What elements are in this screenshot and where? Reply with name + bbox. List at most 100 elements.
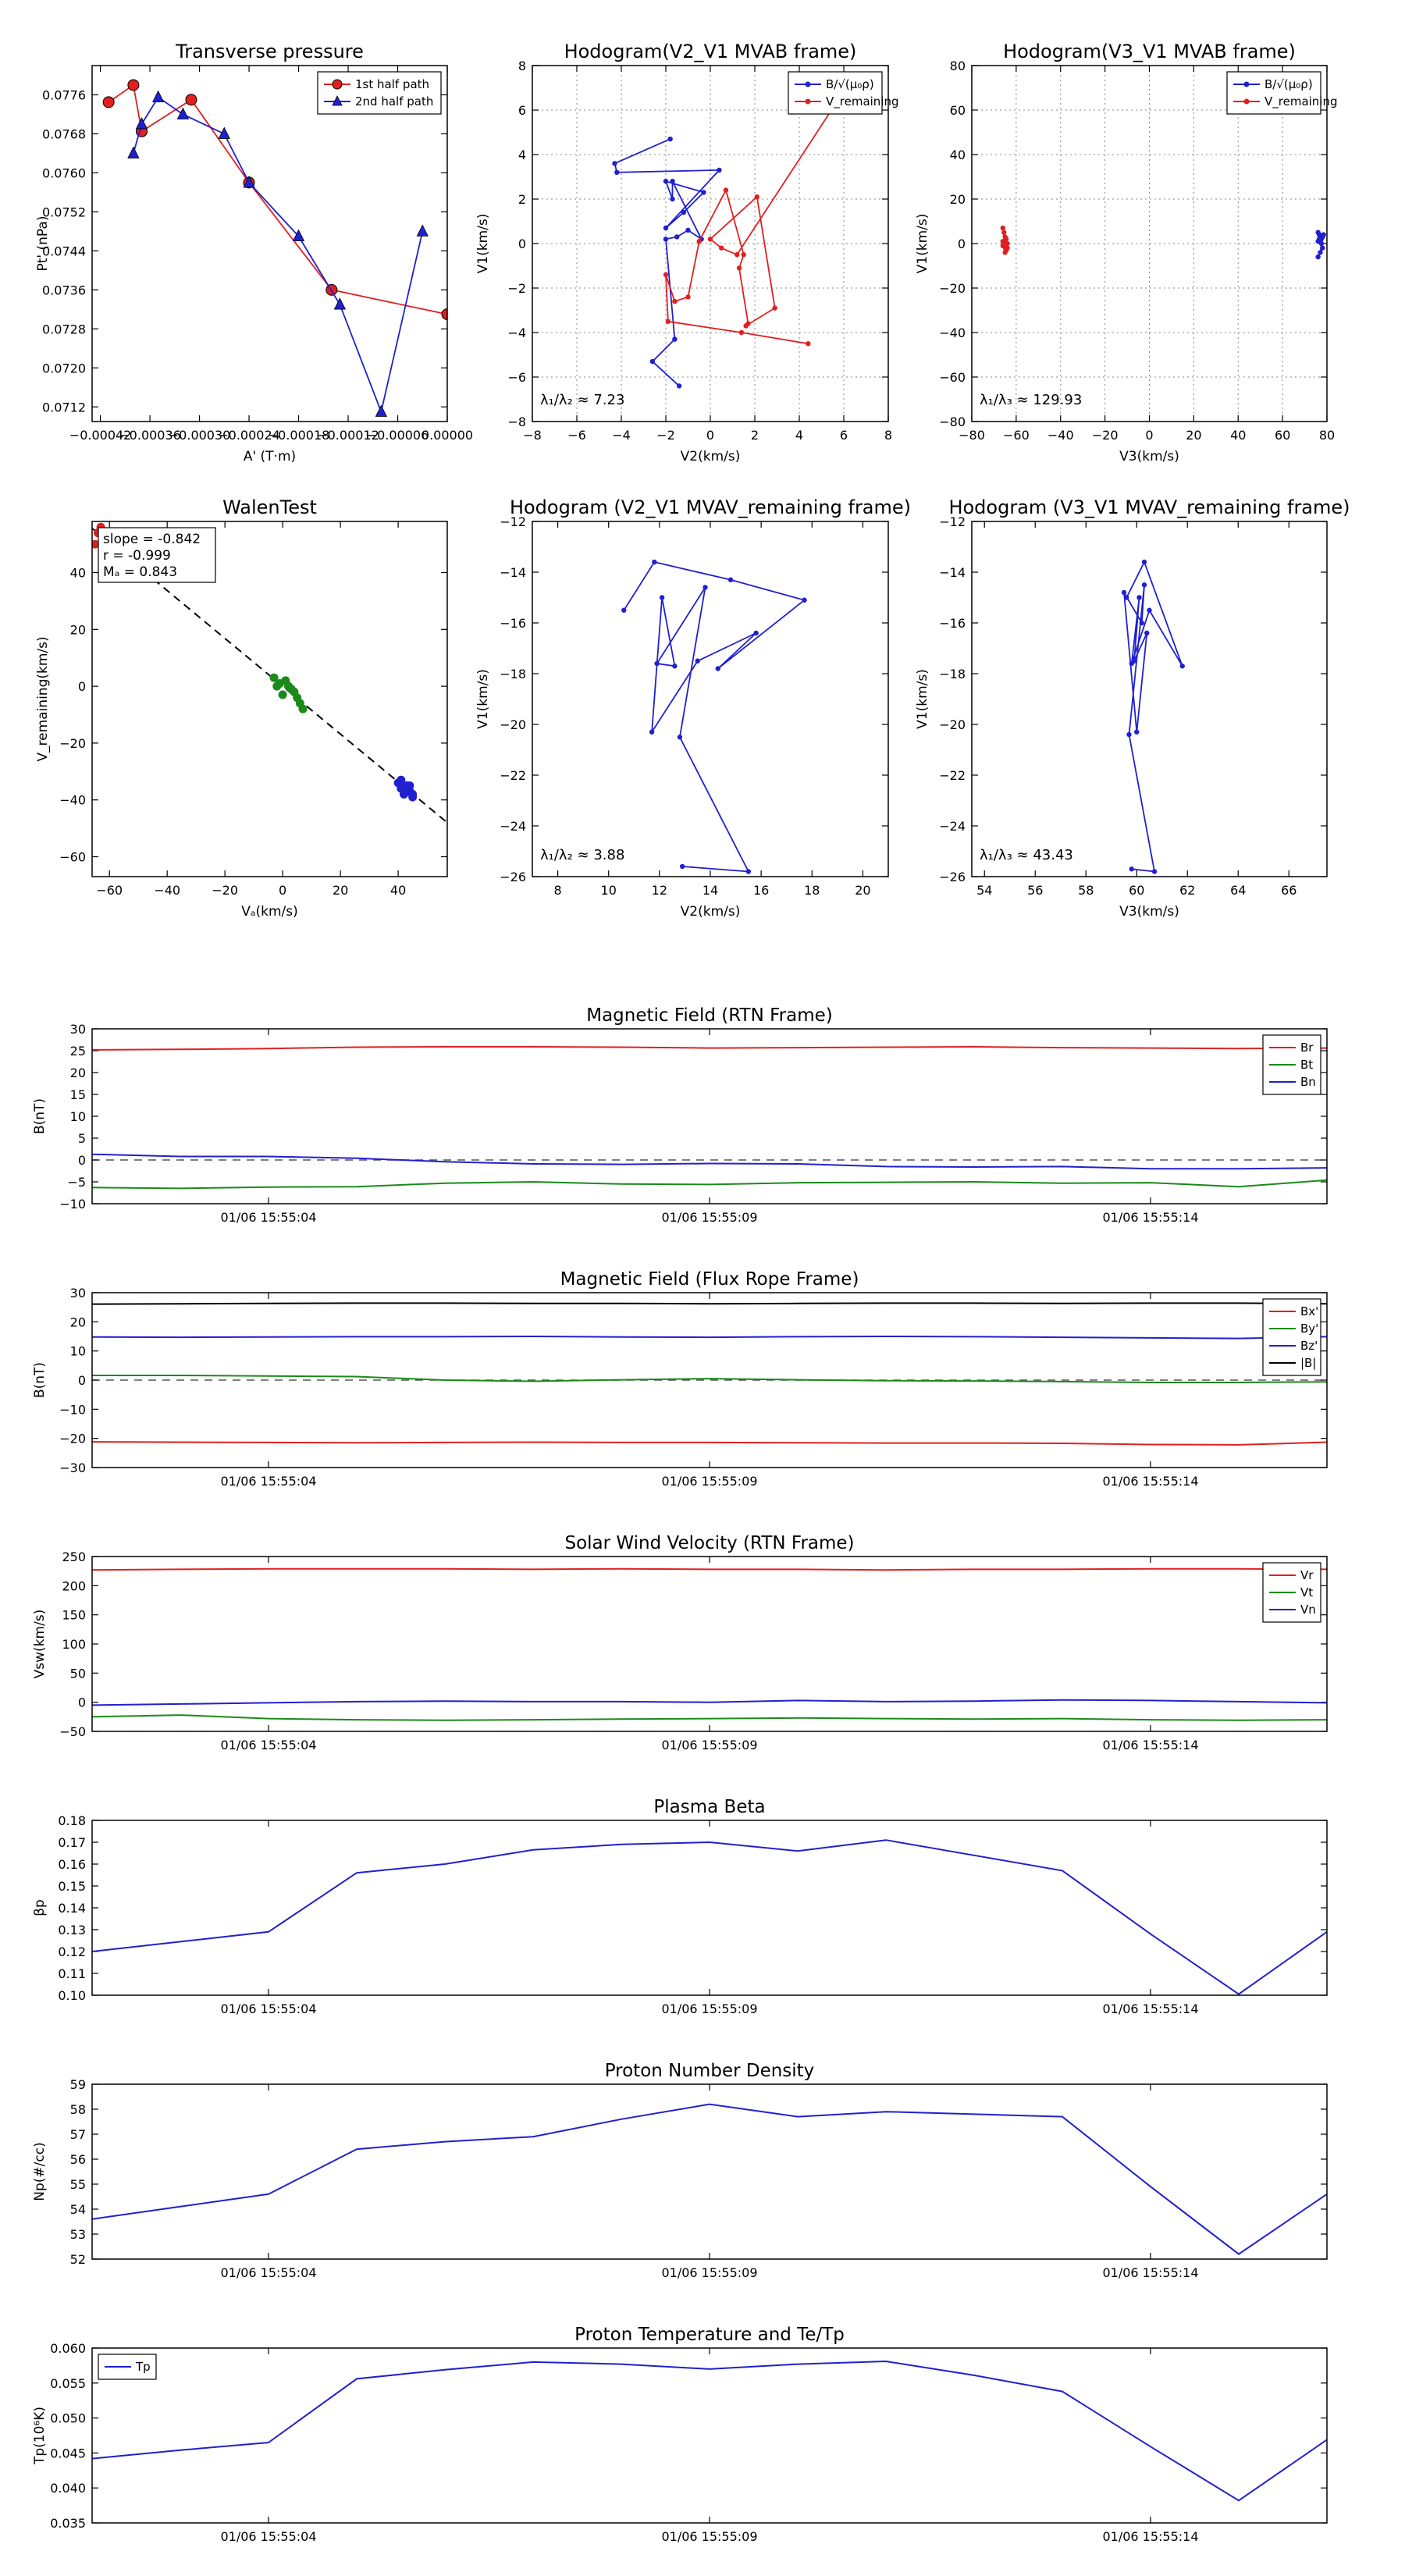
chart-transverse: Transverse pressure−0.00042−0.00036−0.00…	[35, 41, 473, 464]
plot-area	[92, 1302, 1327, 1446]
data-point	[715, 666, 720, 671]
x-tick-label: 01/06 15:55:04	[220, 2265, 316, 2280]
ratio-annotation: λ₁/λ₃ ≈ 43.43	[980, 847, 1073, 863]
axes-frame	[532, 65, 889, 422]
y-tick-label: 0.0720	[42, 361, 86, 375]
y-tick-label: −22	[500, 768, 526, 783]
y-tick-label: −20	[59, 736, 86, 751]
stats-line: r = -0.999	[103, 548, 171, 564]
y-tick-label: −80	[939, 415, 966, 429]
data-point	[677, 735, 683, 740]
x-tick-label: 01/06 15:55:09	[661, 2529, 757, 2544]
chart-bfield_rtn: Magnetic Field (RTN Frame) 01/06 15:55:04…	[32, 1005, 1328, 1225]
y-tick-label: 30	[70, 1286, 86, 1300]
data-point	[272, 681, 282, 691]
y-tick-label: −10	[59, 1197, 86, 1212]
series-vn-line	[92, 1699, 1327, 1706]
legend-label: V_remaining	[1264, 94, 1338, 109]
x-tick-label: −6	[567, 428, 586, 443]
data-point	[659, 595, 665, 600]
data-point	[1000, 225, 1006, 231]
x-tick-label: −0.00030	[169, 428, 231, 443]
plot-area	[92, 2360, 1327, 2502]
x-tick-label: 0	[1145, 428, 1153, 443]
plot-area	[92, 1839, 1327, 1995]
axes-frame	[91, 1028, 1328, 1204]
y-tick-label: −6	[507, 370, 526, 385]
axes-frame	[91, 1820, 1328, 1996]
data-point	[685, 294, 691, 300]
data-point	[293, 693, 302, 703]
data-point	[1131, 658, 1137, 664]
legend: B/√(μ₀ρ) V_remaining	[788, 71, 899, 115]
y-tick-label: −2	[507, 281, 526, 296]
data-point	[1179, 664, 1185, 669]
y-axis-label: B(nT)	[32, 1362, 48, 1398]
x-tick-label: −80	[959, 428, 985, 443]
data-point	[654, 660, 660, 667]
plot-area	[1121, 559, 1185, 874]
legend-label: Tp	[135, 2360, 151, 2374]
legend: 1st half path 2nd half path	[317, 71, 442, 115]
legend-label: 2nd half path	[355, 94, 433, 109]
data-point	[612, 161, 617, 166]
legend-marker	[805, 98, 811, 105]
y-tick-label: 0.060	[50, 2341, 86, 2356]
data-point	[400, 784, 409, 793]
data-point	[218, 126, 230, 139]
y-tick-label: 0.16	[58, 1857, 86, 1872]
y-tick-label: −12	[939, 514, 966, 529]
data-point	[674, 234, 680, 240]
data-point	[727, 577, 734, 582]
chart-title: Transverse pressure	[175, 41, 364, 62]
data-point	[1318, 250, 1323, 255]
series-bn-line	[92, 1153, 1327, 1170]
x-tick-label: −0.00042	[69, 428, 132, 443]
data-point	[1147, 607, 1152, 613]
data-point	[243, 176, 255, 188]
y-tick-label: 150	[62, 1608, 86, 1623]
x-tick-label: −40	[154, 883, 180, 898]
y-axis-label: Pt' (nPa)	[35, 216, 51, 272]
ratio-annotation: λ₁/λ₃ ≈ 129.93	[980, 392, 1082, 408]
y-tick-label: −4	[507, 326, 526, 340]
x-tick-label: 01/06 15:55:09	[661, 2001, 757, 2016]
data-point	[681, 209, 686, 215]
data-point	[741, 252, 746, 258]
y-tick-label: −10	[59, 1402, 86, 1417]
y-tick-label: 250	[62, 1550, 86, 1564]
data-point	[92, 539, 100, 549]
x-tick-label: 6	[840, 428, 848, 443]
y-tick-label: 100	[62, 1637, 86, 1652]
data-point	[1134, 729, 1140, 735]
y-tick-label: 20	[70, 1066, 86, 1080]
data-point	[736, 265, 742, 271]
y-tick-label: 0.0752	[42, 205, 86, 219]
ratio-annotation: λ₁/λ₂ ≈ 7.23	[540, 392, 624, 408]
y-tick-label: −18	[500, 667, 526, 681]
y-tick-label: 0.0736	[42, 283, 86, 297]
y-tick-label: −26	[500, 870, 526, 884]
legend: Bx' By' Bz' |B|	[1262, 1298, 1321, 1376]
axes-frame	[91, 2347, 1328, 2524]
legend-box	[317, 71, 442, 115]
data-point	[416, 224, 429, 237]
data-point	[375, 404, 387, 417]
y-tick-label: 0.13	[58, 1923, 86, 1937]
chart-hodo2: Hodogram(V3_V1 MVAB frame) −80 −60 −40 −20 0 2…	[915, 41, 1338, 464]
axes-frame	[91, 1292, 1328, 1468]
x-tick-label: −0.00018	[268, 428, 330, 443]
x-tick-label: 2	[751, 428, 759, 443]
x-tick-label: 01/06 15:55:14	[1102, 2001, 1198, 2016]
data-point	[1124, 595, 1129, 600]
y-tick-label: 0.15	[58, 1879, 86, 1894]
x-tick-label: −60	[96, 883, 123, 898]
legend-box	[1226, 71, 1321, 115]
y-axis-label: V1(km/s)	[475, 669, 491, 729]
chart-title: Plasma Beta	[653, 1797, 765, 1817]
data-point	[1141, 559, 1147, 565]
data-point	[753, 630, 759, 636]
data-point	[745, 869, 752, 874]
data-point	[667, 136, 673, 142]
